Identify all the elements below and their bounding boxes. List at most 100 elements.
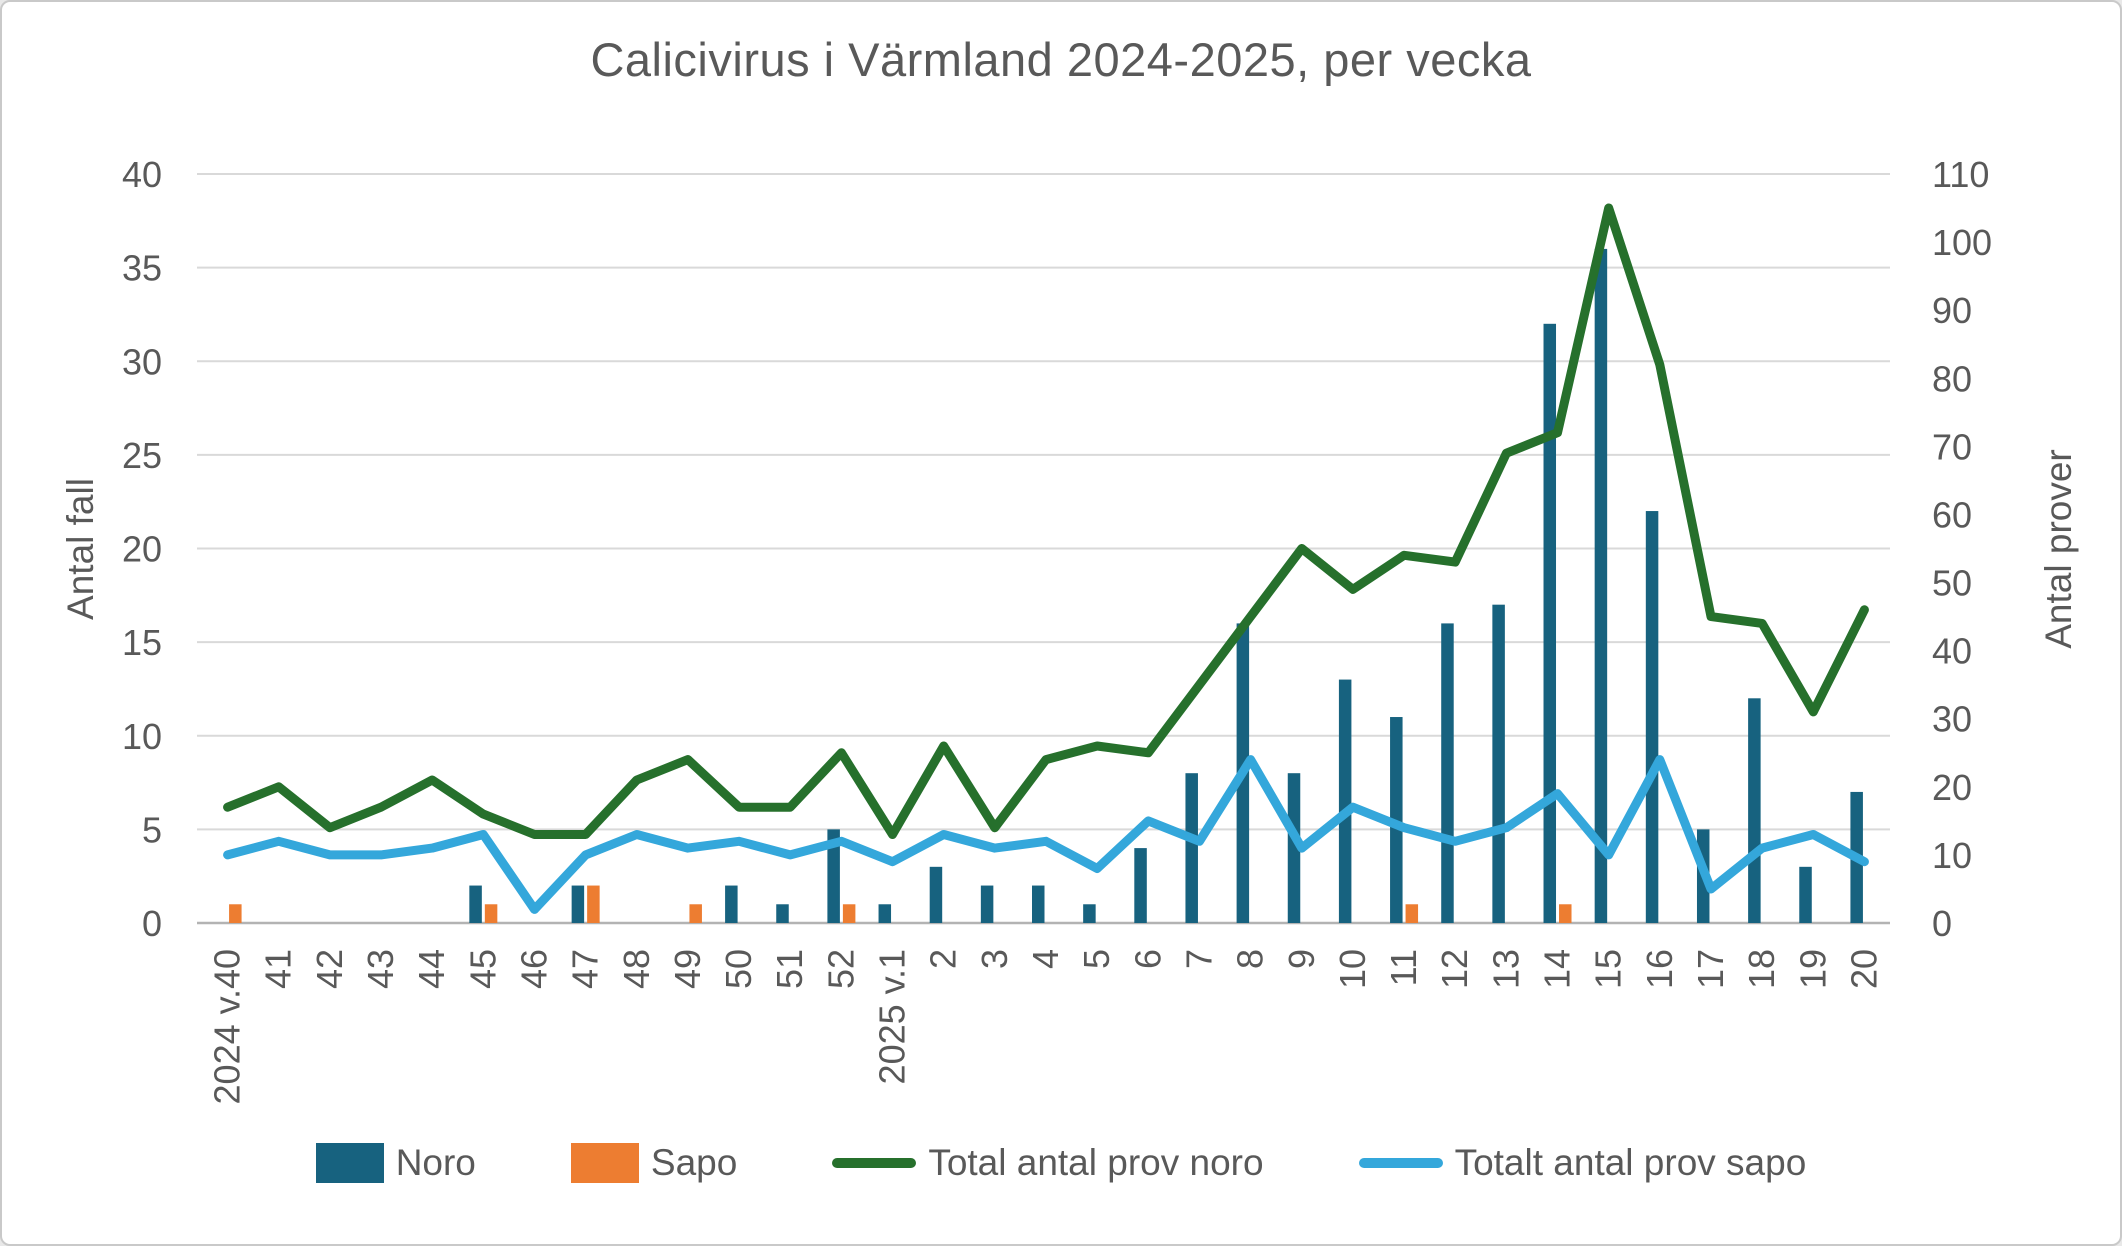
x-tick-label: 16 [1639, 949, 1680, 989]
noro-bar [725, 885, 738, 923]
y-left-tick-label: 20 [122, 529, 162, 570]
noro-bar [1441, 623, 1454, 923]
right-axis-title: Antal prover [2038, 449, 2079, 649]
noro-bar [1134, 848, 1147, 923]
noro-bar [1338, 679, 1352, 923]
y-right-tick-label: 40 [1932, 631, 1972, 672]
y-right-tick-label: 50 [1932, 563, 1972, 604]
x-tick-label: 8 [1230, 949, 1271, 969]
y-right-tick-label: 80 [1932, 358, 1972, 399]
x-tick-label: 17 [1690, 949, 1731, 989]
left-axis-title: Antal fall [60, 478, 101, 620]
x-tick-label: 14 [1537, 949, 1578, 989]
y-left-tick-label: 35 [122, 248, 162, 289]
x-tick-label: 50 [718, 949, 759, 989]
sapo-bar [484, 904, 498, 923]
y-right-tick-label: 70 [1932, 426, 1972, 467]
noro-bar [1185, 773, 1198, 923]
x-tick-label: 9 [1281, 949, 1322, 969]
y-left-tick-label: 10 [122, 716, 162, 757]
x-tick-label: 2025 v.1 [872, 949, 913, 1084]
y-left-tick-label: 40 [122, 154, 162, 195]
x-tick-label: 13 [1485, 949, 1526, 989]
noro-bar [878, 904, 892, 923]
legend-item-prov-noro: Total antal prov noro [832, 1142, 1264, 1184]
x-tick-label: 47 [565, 949, 606, 989]
sapo-bar [1559, 904, 1572, 923]
x-tick-label: 42 [309, 949, 350, 989]
sapo-bar [842, 904, 856, 923]
legend-item-prov-sapo: Totalt antal prov sapo [1358, 1142, 1807, 1184]
sapo-bar [689, 904, 702, 923]
y-left-tick-label: 0 [142, 903, 162, 944]
legend-label-noro: Noro [395, 1142, 476, 1183]
x-tick-label: 15 [1588, 949, 1629, 989]
legend-label-prov-sapo: Totalt antal prov sapo [1454, 1142, 1807, 1183]
legend-item-noro: Noro [315, 1142, 476, 1184]
legend-label-sapo: Sapo [650, 1142, 738, 1183]
y-left-tick-label: 5 [142, 809, 162, 850]
x-tick-label: 18 [1741, 949, 1782, 989]
sapo-bar [229, 904, 242, 923]
x-tick-label: 2024 v.40 [207, 949, 248, 1104]
y-left-tick-label: 15 [122, 622, 162, 663]
prov-noro-swatch [832, 1158, 917, 1168]
y-right-tick-label: 30 [1932, 699, 1972, 740]
x-tick-label: 6 [1127, 949, 1168, 969]
y-right-tick-label: 20 [1932, 767, 1972, 808]
noro-bar [776, 904, 789, 923]
noro-bar [1083, 904, 1096, 923]
chart-title: Calicivirus i Värmland 2024-2025, per ve… [590, 33, 1532, 86]
x-tick-label: 52 [820, 949, 861, 989]
x-tick-label: 43 [360, 949, 401, 989]
x-tick-label: 4 [1025, 949, 1066, 969]
noro-bar [1287, 773, 1301, 923]
y-right-tick-label: 0 [1932, 903, 1952, 944]
legend-label-prov-noro: Total antal prov noro [928, 1142, 1264, 1183]
noro-bar [1594, 248, 1608, 923]
prov-noro-line [223, 203, 1869, 839]
noro-bar [929, 866, 943, 923]
y-right-tick-label: 100 [1932, 222, 1992, 263]
noro-bar [1032, 885, 1045, 923]
x-tick-label: 11 [1383, 949, 1424, 986]
y-left-tick-label: 30 [122, 341, 162, 382]
x-tick-label: 7 [1179, 949, 1220, 969]
y-right-tick-label: 60 [1932, 494, 1972, 535]
x-tick-label: 46 [514, 949, 555, 989]
x-tick-label: 51 [769, 949, 810, 989]
x-tick-label: 12 [1434, 949, 1475, 989]
noro-bar [1645, 511, 1659, 923]
x-tick-label: 45 [462, 949, 503, 989]
noro-bar [1799, 866, 1812, 923]
noro-bar [571, 885, 585, 923]
x-tick-label: 5 [1076, 949, 1117, 969]
noro-bar [1543, 323, 1557, 923]
noro-bar [1492, 604, 1505, 923]
legend-item-sapo: Sapo [570, 1142, 738, 1184]
x-tick-label: 20 [1843, 949, 1884, 989]
x-tick-label: 48 [616, 949, 657, 989]
noro-bar [1748, 698, 1761, 923]
x-tick-label: 19 [1792, 949, 1833, 989]
x-tick-label: 2 [923, 949, 964, 969]
sapo-swatch [570, 1143, 639, 1183]
noro-bar [827, 829, 840, 923]
noro-bar [469, 885, 482, 923]
x-tick-label: 3 [974, 949, 1015, 969]
y-right-tick-label: 90 [1932, 290, 1972, 331]
legend: Noro Sapo Total antal prov noro Totalt a… [2, 1142, 2120, 1184]
sapo-bar [1405, 904, 1419, 923]
prov-sapo-line [223, 755, 1869, 914]
prov-sapo-swatch [1358, 1158, 1443, 1168]
x-tick-label: 41 [258, 949, 299, 989]
noro-swatch [315, 1143, 384, 1183]
y-right-tick-label: 10 [1932, 835, 1972, 876]
y-left-tick-label: 25 [122, 435, 162, 476]
x-tick-label: 10 [1332, 949, 1373, 989]
sapo-bar [587, 885, 600, 923]
noro-bar [980, 885, 994, 923]
x-tick-label: 44 [411, 949, 452, 989]
